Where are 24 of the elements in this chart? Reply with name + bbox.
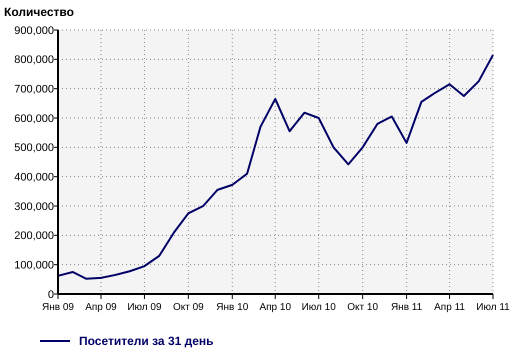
x-tick-label: Окт 09 xyxy=(172,302,204,313)
y-tick-label: 700,000 xyxy=(14,84,54,96)
x-tick-label: Апр 10 xyxy=(259,302,292,313)
x-tick-label: Апр 11 xyxy=(434,302,466,313)
x-tick-label: Янв 11 xyxy=(390,302,423,313)
x-tick-label: Апр 09 xyxy=(85,302,118,313)
y-tick-label: 300,000 xyxy=(14,200,54,213)
y-tick-label: 0 xyxy=(48,288,54,301)
x-tick-label: Янв 10 xyxy=(216,302,249,313)
y-tick-label: 200,000 xyxy=(14,230,54,242)
y-tick-label: 100,000 xyxy=(14,260,54,272)
x-tick-label: Окт 10 xyxy=(347,302,378,313)
x-tick-label: Янв 09 xyxy=(42,302,74,313)
y-tick-label: 600,000 xyxy=(14,112,54,125)
y-tick-label: 900,000 xyxy=(14,24,54,37)
y-tick-label: 400,000 xyxy=(14,172,54,184)
x-tick-label: Июл 09 xyxy=(127,302,162,313)
x-tick-label: Июл 10 xyxy=(302,302,336,313)
y-tick-label: 800,000 xyxy=(14,54,54,66)
line-series xyxy=(57,54,494,280)
x-tick-label: Июл 11 xyxy=(476,302,510,313)
y-tick-label: 500,000 xyxy=(14,142,54,154)
legend-label: Посетители за 31 день xyxy=(79,334,214,348)
y-axis-title: Количество xyxy=(4,5,74,19)
